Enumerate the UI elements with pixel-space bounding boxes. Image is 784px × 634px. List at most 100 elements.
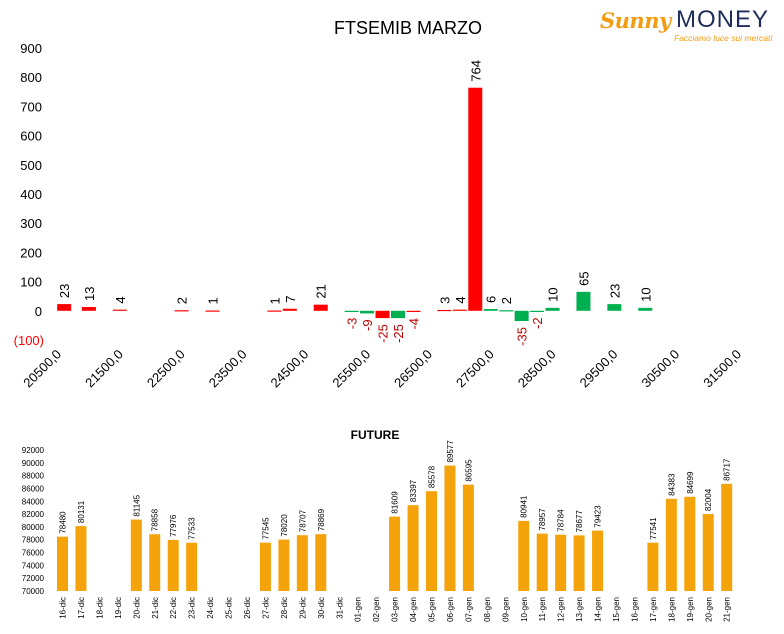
bar <box>149 534 161 591</box>
bar <box>462 484 474 591</box>
data-label: 4 <box>453 296 468 303</box>
data-label: 84383 <box>667 473 676 496</box>
bar <box>267 310 282 312</box>
x-tick-label: 28500,0 <box>515 347 559 391</box>
data-label: -3 <box>345 318 360 330</box>
bar <box>607 304 622 311</box>
y-tick-label: 400 <box>20 187 42 202</box>
y-tick-label: 74000 <box>22 561 45 570</box>
x-tick-label: 24-dic <box>206 597 215 619</box>
x-tick-label: 08-gen <box>483 597 492 622</box>
data-label: 83397 <box>409 479 418 502</box>
data-label: 85578 <box>428 465 437 488</box>
data-label: 79423 <box>594 505 603 528</box>
bar <box>452 309 467 311</box>
x-tick-label: 31500,0 <box>700 347 744 391</box>
data-label: 78677 <box>575 510 584 533</box>
data-label: -25 <box>391 324 406 343</box>
data-label: 764 <box>468 60 483 82</box>
x-tick-label: 10-gen <box>520 597 529 622</box>
y-tick-label: (100) <box>14 333 44 348</box>
y-tick-label: 300 <box>20 216 42 231</box>
bar <box>75 526 87 591</box>
bar <box>315 534 327 591</box>
x-tick-label: 18-dic <box>95 597 104 619</box>
options-chart: FTSEMIB MARZO (100) 0 100 200 300 400 500 600 700… <box>14 18 744 391</box>
bar <box>638 307 653 311</box>
x-tick-label: 20-dic <box>132 597 141 619</box>
y-tick-label: 92000 <box>22 446 45 455</box>
bar <box>684 496 696 591</box>
y-tick-label: 78000 <box>22 536 45 545</box>
data-label: 2 <box>499 297 514 304</box>
data-label: -25 <box>376 324 391 343</box>
data-label: 84699 <box>686 471 695 494</box>
bar <box>296 535 308 591</box>
y-tick-label: 86000 <box>22 484 45 493</box>
bar <box>313 304 328 311</box>
data-label: 80941 <box>520 495 529 518</box>
bar <box>375 310 390 319</box>
bar <box>468 87 483 311</box>
data-label: 81145 <box>132 494 141 516</box>
data-label: 77533 <box>188 517 197 540</box>
bar <box>360 310 375 314</box>
y-tick-label: 100 <box>20 275 42 290</box>
data-label: 78480 <box>59 511 68 534</box>
y-tick-label: 90000 <box>22 459 45 468</box>
data-label: 1 <box>206 297 221 304</box>
x-tick-label: 11-gen <box>538 597 547 621</box>
logo-tagline: Facciamo luce sui mercati <box>674 33 773 43</box>
x-tick-label: 25500,0 <box>329 347 373 391</box>
bar <box>665 498 677 591</box>
x-tick-label: 21500,0 <box>82 347 126 391</box>
bar <box>205 310 220 312</box>
x-tick-label: 17-dic <box>77 597 86 619</box>
x-tick-label: 14-gen <box>594 597 603 622</box>
data-label: 78784 <box>557 509 566 532</box>
bar <box>536 533 548 591</box>
bar <box>81 307 96 311</box>
bar <box>406 310 421 312</box>
x-tick-label: 18-gen <box>667 597 676 622</box>
data-label: 13 <box>82 287 97 301</box>
data-label: 10 <box>546 287 561 301</box>
x-tick-label: 05-gen <box>428 597 437 622</box>
data-label: -35 <box>515 327 530 346</box>
y-tick-label: 200 <box>20 245 42 260</box>
x-tick-label: 23-dic <box>188 597 197 619</box>
x-tick-label: 09-gen <box>501 597 510 622</box>
bar <box>389 516 401 591</box>
x-tick-label: 23500,0 <box>206 347 250 391</box>
x-tick-label: 16-dic <box>59 597 68 619</box>
data-label: 78858 <box>151 508 160 531</box>
data-label: 10 <box>638 287 653 301</box>
y-tick-label: 500 <box>20 158 42 173</box>
x-tick-label: 27500,0 <box>453 347 497 391</box>
x-tick-label: 24500,0 <box>268 347 312 391</box>
bar <box>483 309 498 311</box>
data-label: 78707 <box>298 509 307 532</box>
y-tick-label: 76000 <box>22 549 45 558</box>
bar <box>647 542 659 591</box>
x-tick-label: 30-dic <box>317 597 326 619</box>
bar <box>702 514 714 591</box>
bar <box>57 536 68 591</box>
x-tick-label: 16-gen <box>630 597 639 622</box>
bar <box>167 539 179 591</box>
data-label: 21 <box>314 284 329 298</box>
y-tick-label: 0 <box>35 304 42 319</box>
x-tick-label: 20-gen <box>704 597 713 622</box>
bar <box>174 310 189 312</box>
bar <box>278 539 290 591</box>
x-tick-label: 19-gen <box>686 597 695 622</box>
chart-title: FTSEMIB MARZO <box>334 18 482 38</box>
y-tick-label: 900 <box>20 41 42 56</box>
x-tick-label: 13-gen <box>575 597 584 622</box>
data-label: 23 <box>607 284 622 298</box>
data-label: 81609 <box>391 491 400 514</box>
bar <box>57 304 72 311</box>
sunny-money-logo: Sunny MONEY Facciamo luce sui mercati <box>598 4 782 44</box>
y-tick-label: 72000 <box>22 574 45 583</box>
bar <box>530 310 545 312</box>
